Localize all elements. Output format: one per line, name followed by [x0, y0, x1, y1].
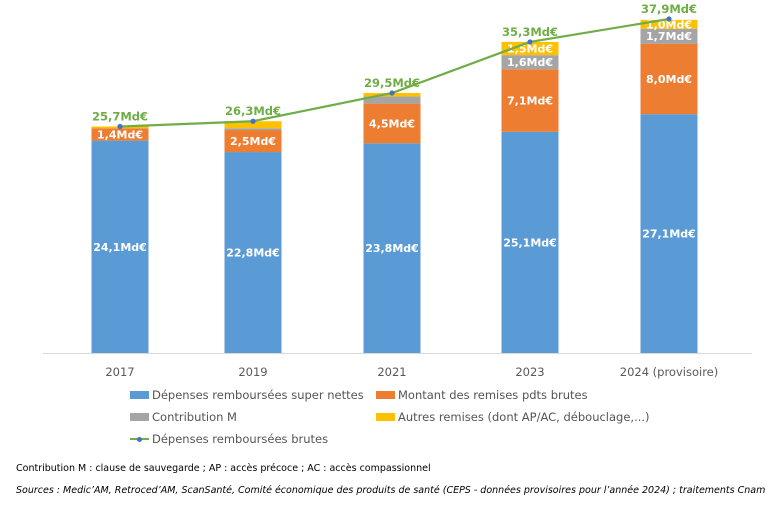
bar-segment-2019-s1 [224, 130, 282, 153]
bar-data-label: 8,0Md€ [646, 73, 692, 86]
sources-note: Sources : Medic’AM, Retroced’AM, ScanSan… [16, 485, 766, 496]
bar-data-label: 1,6Md€ [507, 56, 553, 69]
bar-segment-2023-s0 [501, 131, 559, 353]
legend-label: Dépenses remboursées brutes [152, 432, 329, 446]
bar-data-label: 24,1Md€ [93, 241, 147, 254]
bar-segment-2017-s1 [91, 128, 149, 141]
bar-segment-2021-s0 [363, 143, 421, 353]
bar-segment-2019-s2 [224, 128, 282, 131]
bar-segment-2024-s0 [640, 114, 698, 353]
legend-label: Autres remises (dont AP/AC, débouclage,.… [398, 410, 650, 424]
bar-segment-2021-s2 [363, 96, 421, 104]
legend-item-remises-brutes: Montant des remises pdts brutes [376, 388, 588, 402]
bar-segment-2021-s1 [363, 103, 421, 144]
bar-segment-2024-s2 [640, 28, 698, 44]
legend-swatch-blue [130, 391, 149, 399]
bar-segment-2023-s2 [501, 55, 559, 70]
line-layer: 25,7Md€ 26,3Md€ 29,5Md€ 35,3Md€ 37,9Md€ [92, 2, 697, 130]
line-data-label: 29,5Md€ [364, 76, 420, 90]
legend-item-autres-remises: Autres remises (dont AP/AC, débouclage,.… [376, 410, 650, 424]
line-data-label: 37,9Md€ [641, 2, 697, 16]
x-tick-label: 2021 [377, 365, 406, 379]
bar-data-label: 7,1Md€ [507, 95, 553, 108]
legend-label: Montant des remises pdts brutes [398, 388, 588, 402]
bar-segment-2023-s1 [501, 69, 559, 132]
line-point-2017 [117, 123, 123, 130]
bar-data-label: 23,8Md€ [365, 242, 419, 255]
x-tick-label: 2019 [238, 365, 267, 379]
line-point-2021 [389, 90, 395, 96]
x-tick-label: 2024 (provisoire) [620, 365, 718, 379]
legend-line-marker-icon [130, 435, 149, 443]
legend-swatch-orange [376, 391, 395, 399]
line-data-label: 26,3Md€ [225, 104, 281, 118]
line-point-2023 [527, 39, 533, 45]
legend-label: Dépenses remboursées super nettes [152, 388, 364, 402]
bars-layer: 24,1Md€ 1,4Md€ 22,8Md€ 2,5Md€ 23,8Md€ 4,5Md€ 2… [91, 18, 698, 353]
line-point-2024 [666, 16, 672, 22]
stacked-bar-line-chart: 24,1Md€1,4Md€22,8Md€2,5Md€23,8Md€4,5Md€2… [43, 2, 752, 379]
x-tick-label: 2017 [105, 365, 134, 379]
bar-segment-2019-s0 [224, 152, 282, 353]
bar-segment-2023-s3 [501, 41, 559, 56]
legend-label: Contribution M [152, 410, 237, 424]
x-tick-label: 2023 [515, 365, 544, 379]
bar-segment-2019-s3 [224, 121, 282, 129]
bar-segment-2017-s0 [91, 140, 149, 353]
line-data-label: 35,3Md€ [502, 25, 558, 39]
bar-data-label: 27,1Md€ [642, 228, 696, 241]
bar-segment-2024-s3 [640, 19, 698, 29]
bar-data-label: 1,4Md€ [97, 128, 143, 141]
line-point-2019 [250, 118, 256, 124]
legend-item-contribution-m: Contribution M [130, 410, 237, 424]
bar-segment-2024-s1 [640, 43, 698, 115]
bar-data-label: 1,7Md€ [646, 30, 692, 43]
legend-swatch-gray [130, 413, 149, 421]
legend-item-super-nettes: Dépenses remboursées super nettes [130, 388, 364, 402]
abbreviations-note: Contribution M : clause de sauvegarde ; … [16, 463, 431, 474]
x-tick-labels: 2017 2019 2021 2023 2024 (provisoire) [105, 365, 718, 379]
bar-data-label: 4,5Md€ [369, 117, 415, 130]
legend-swatch-yellow [376, 413, 395, 421]
bar-data-label: 25,1Md€ [503, 236, 557, 249]
legend-item-depenses-brutes: Dépenses remboursées brutes [130, 432, 328, 446]
bar-data-label: 2,5Md€ [230, 135, 276, 148]
bar-data-label: 22,8Md€ [226, 247, 280, 260]
line-data-label: 25,7Md€ [92, 110, 148, 124]
